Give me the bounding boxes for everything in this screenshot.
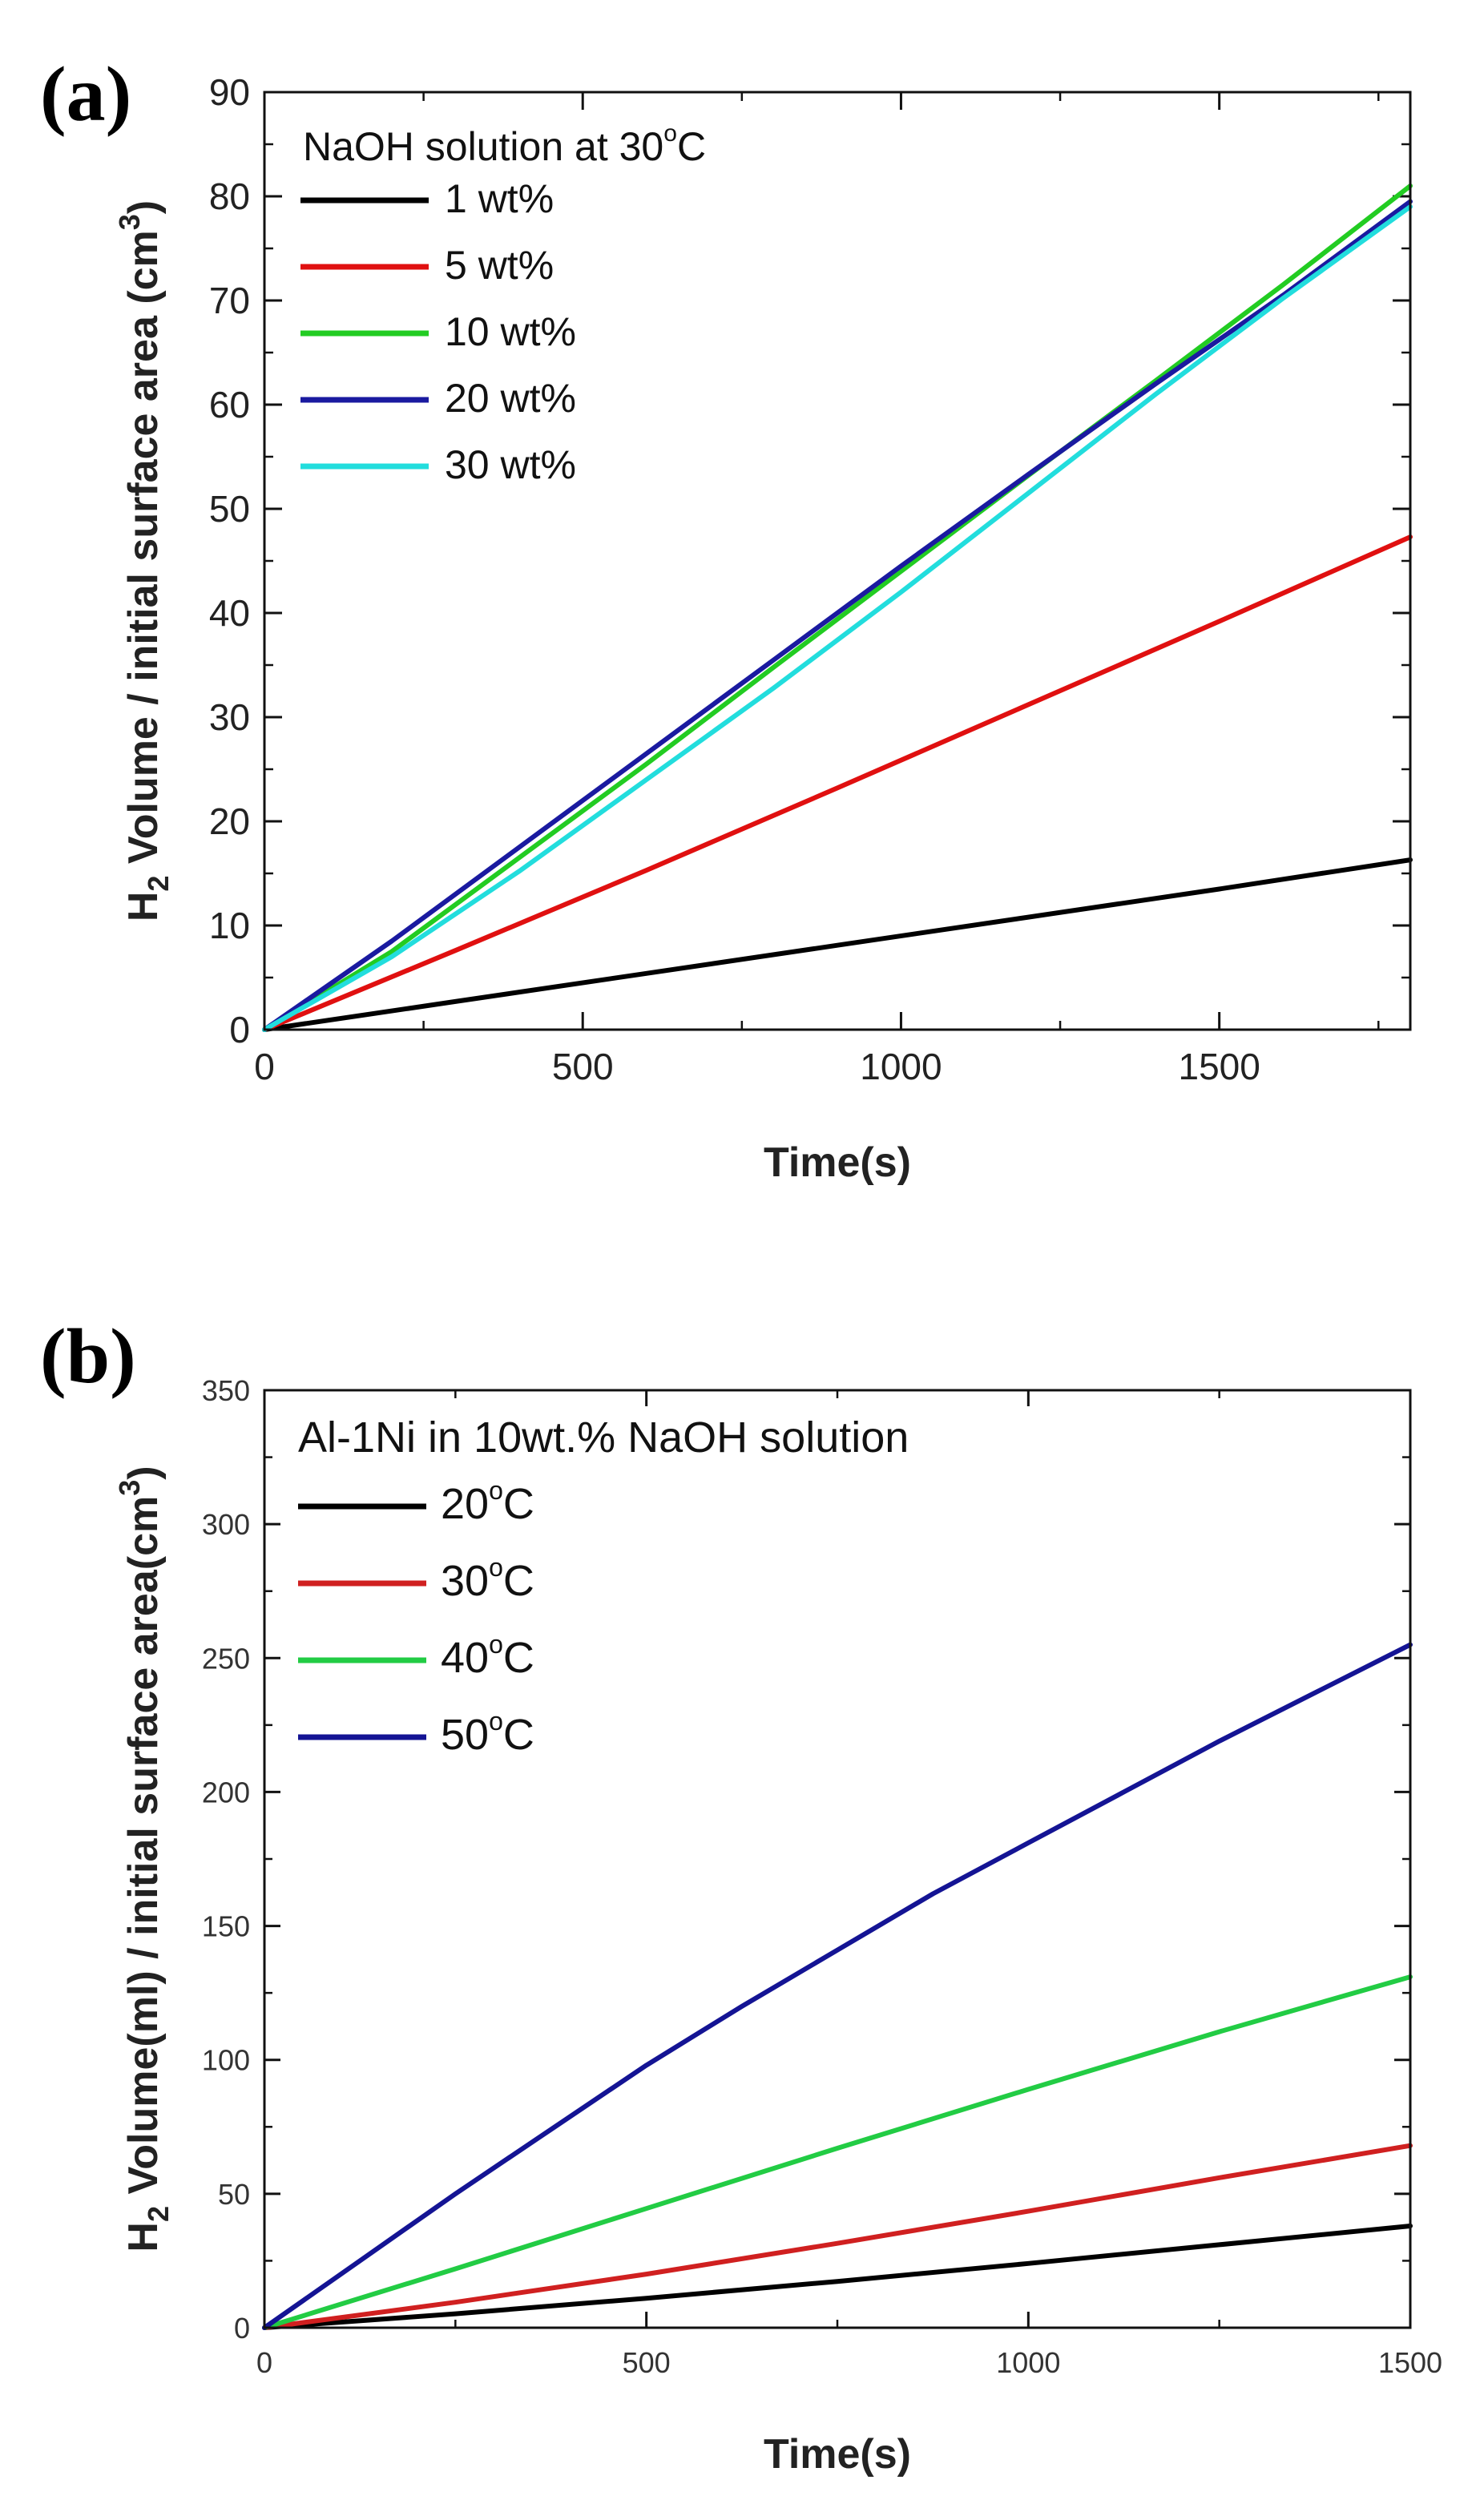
panel-a-series-line-5: [262, 204, 1413, 1032]
panel-b-x-tick-label: 500: [623, 2346, 671, 2379]
panel-a-series-line-3: [262, 183, 1413, 1032]
panel-b-plot-frame: [263, 1389, 1412, 2329]
panel-a-legend-label-4: 20 wt%: [445, 376, 576, 421]
panel-b-legend-label-1: 20oC: [441, 1476, 534, 1528]
panel-a-label: (a): [40, 51, 131, 138]
panel-a-series-line-2: [262, 534, 1413, 1032]
panel-b-series-line-3: [262, 1974, 1413, 2330]
panel-b-series: [262, 1642, 1413, 2330]
panel-a-ticks: 0 500 1000 1500 0 10 20 30 40 50 60 70 80 90: [209, 71, 1410, 1087]
panel-a-y-tick-label: 80: [209, 175, 250, 217]
panel-a-x-tick-label: 0: [254, 1046, 275, 1087]
panel-a-x-tick-label: 500: [552, 1046, 614, 1087]
panel-a-legend-label-2: 5 wt%: [445, 243, 554, 288]
panel-b-x-tick-label: 1500: [1378, 2346, 1442, 2379]
panel-a-y-tick-label: 0: [229, 1009, 250, 1050]
panel-a-y-tick-label: 20: [209, 800, 250, 842]
panel-b-x-tick-label: 0: [256, 2346, 272, 2379]
panel-a-y-tick-label: 30: [209, 696, 250, 738]
panel-b-y-axis-title: H2 Volume(ml) / initial surface area(cm3…: [113, 1466, 175, 2252]
panel-a-y-tick-label: 50: [209, 488, 250, 530]
panel-b-y-tick-label: 50: [218, 2178, 250, 2211]
panel-a-y-tick-label: 10: [209, 905, 250, 946]
panel-a-y-tick-label: 40: [209, 592, 250, 634]
panel-b-ticks: 0 500 1000 1500 0 50 100 150 200 250 300 350: [202, 1374, 1442, 2379]
panel-b-y-tick-label: 350: [202, 1374, 250, 1407]
panel-b-series-line-4: [262, 1642, 1413, 2330]
panel-b-y-tick-label: 150: [202, 1910, 250, 1943]
panel-a-x-axis-title: Time(s): [764, 1139, 911, 1186]
panel-b-y-tick-label: 100: [202, 2044, 250, 2077]
panel-b-x-axis-title: Time(s): [764, 2431, 911, 2478]
panel-b-legend-label-4: 50oC: [441, 1707, 534, 1759]
panel-b-legend-label-2: 30oC: [441, 1553, 534, 1605]
panel-a-y-axis-title: H2 Volume / initial surface area (cm3): [113, 200, 175, 921]
panel-b-y-tick-label: 300: [202, 1508, 250, 1541]
panel-b-y-tick-label: 250: [202, 1642, 250, 1675]
panel-a-y-tick-label: 60: [209, 384, 250, 425]
panel-b-title: Al-1Ni in 10wt.% NaOH solution: [298, 1413, 909, 1462]
panel-b-label: (b): [40, 1313, 136, 1400]
panel-a-series: [262, 183, 1413, 1032]
panel-a-series-line-4: [262, 199, 1413, 1032]
panel-a: (a) 0 500 1000 1500 0 10 20 30 40 50 60 70 80 90 NaOH…: [40, 51, 1413, 1186]
panel-b-legend-label-3: 40oC: [441, 1630, 534, 1682]
panel-b-y-tick-label: 200: [202, 1776, 250, 1808]
panel-b-series-line-2: [262, 2143, 1413, 2330]
panel-a-legend-label-5: 30 wt%: [445, 442, 576, 487]
panel-a-legend-label-1: 1 wt%: [445, 176, 554, 221]
panel-a-y-tick-label: 70: [209, 280, 250, 321]
panel-a-plot-frame: [263, 91, 1412, 1031]
panel-a-x-tick-label: 1000: [860, 1046, 942, 1087]
panel-b-legend: 20oC 30oC 40oC 50oC: [298, 1476, 534, 1759]
panel-b: (b) 0 500 1000 1500 0 50 100 150 200 250 300 350 Al…: [40, 1313, 1442, 2478]
panel-a-title: NaOH solution at 30oC: [303, 120, 706, 169]
panel-b-y-tick-label: 0: [234, 2312, 250, 2345]
panel-a-legend-label-3: 10 wt%: [445, 309, 576, 354]
panel-a-series-line-1: [262, 857, 1413, 1032]
panel-a-x-tick-label: 1500: [1178, 1046, 1260, 1087]
panel-a-y-tick-label: 90: [209, 71, 250, 113]
panel-b-series-line-1: [262, 2224, 1413, 2330]
panel-b-x-tick-label: 1000: [996, 2346, 1060, 2379]
panel-a-legend: 1 wt% 5 wt% 10 wt% 20 wt% 30 wt%: [300, 176, 576, 487]
